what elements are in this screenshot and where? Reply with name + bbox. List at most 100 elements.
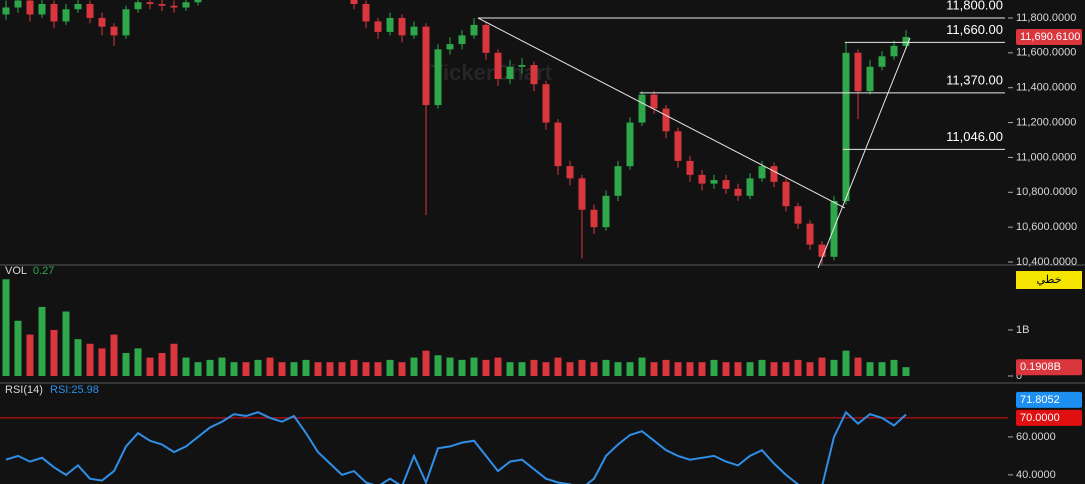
y-tick-label: 40.0000: [1016, 469, 1056, 481]
candle-body: [674, 131, 682, 161]
volume-bar: [338, 362, 346, 376]
badge-label: خطي: [1037, 274, 1062, 286]
y-tick-label: 60.0000: [1016, 431, 1056, 443]
candle-body: [530, 65, 538, 85]
candle-body: [638, 94, 646, 123]
volume-bar: [602, 359, 610, 376]
candle-body: [710, 180, 718, 184]
candle-body: [698, 174, 706, 184]
volume-bar: [194, 362, 202, 376]
volume-bar: [110, 334, 118, 376]
volume-bar: [50, 329, 58, 376]
volume-bar: [230, 362, 238, 376]
volume-bar: [470, 357, 478, 376]
candle-body: [734, 188, 742, 196]
candle-body: [878, 56, 886, 67]
level-label: 11,046.00: [946, 129, 1003, 144]
y-tick-label: 11,400.0000: [1016, 82, 1076, 94]
price-pane: TickerChart: [2, 0, 910, 265]
candle-body: [434, 49, 442, 106]
candle-body: [722, 180, 730, 189]
volume-bar: [422, 350, 430, 376]
candle-body: [758, 166, 766, 179]
volume-bar: [842, 350, 850, 376]
candle-body: [518, 65, 526, 67]
last-value-label: 0.1908B: [1020, 361, 1061, 373]
volume-bar: [446, 357, 454, 376]
volume-bar: [818, 357, 826, 376]
volume-bar: [326, 362, 334, 376]
y-tick-label: 10,400.0000: [1016, 256, 1077, 268]
volume-bar: [206, 359, 214, 376]
volume-bar: [686, 362, 694, 376]
volume-bar: [314, 362, 322, 376]
legend-value: 0.27: [33, 265, 54, 277]
volume-bar: [806, 362, 814, 376]
volume-bar: [890, 359, 898, 376]
last-value-box: [1016, 359, 1082, 376]
level-label: 11,660.00: [946, 22, 1003, 37]
candle-body: [374, 21, 382, 32]
volume-bar: [482, 359, 490, 376]
volume-bar: [86, 343, 94, 376]
volume-bar: [434, 355, 442, 376]
candle-body: [134, 2, 142, 10]
candle-body: [362, 4, 370, 22]
pane-title: VOL: [5, 265, 27, 277]
trend-line: [477, 17, 846, 209]
volume-bar: [182, 357, 190, 376]
volume-bar: [242, 362, 250, 376]
volume-bar: [74, 339, 82, 376]
volume-bar: [38, 306, 46, 376]
candle-body: [14, 0, 22, 8]
volume-bar: [566, 362, 574, 376]
reference-box: [1016, 409, 1082, 426]
volume-bar: [770, 362, 778, 376]
volume-bar: [722, 362, 730, 376]
candle-body: [98, 17, 106, 27]
candle-body: [50, 4, 58, 22]
candle-body: [2, 7, 10, 15]
candle-body: [578, 178, 586, 210]
volume-bar: [662, 359, 670, 376]
volume-bar: [410, 357, 418, 376]
volume-bar: [734, 362, 742, 376]
volume-bar: [578, 359, 586, 376]
candle-body: [458, 35, 466, 45]
last-value-label: 11,690.6100: [1020, 31, 1080, 43]
volume-bar: [302, 359, 310, 376]
candle-body: [86, 4, 94, 18]
volume-bar: [626, 362, 634, 376]
candle-body: [494, 52, 502, 79]
candle-body: [902, 37, 910, 46]
volume-bar: [266, 357, 274, 376]
y-tick-label: 11,800.0000: [1016, 12, 1076, 24]
volume-bar: [134, 348, 142, 376]
candle-body: [506, 66, 514, 79]
candle-body: [590, 209, 598, 228]
candle-body: [842, 52, 850, 202]
candle-body: [194, 0, 202, 3]
volume-bar: [506, 362, 514, 376]
reference-label: 70.0000: [1020, 412, 1060, 424]
candle-body: [146, 2, 154, 5]
volume-bar: [170, 343, 178, 376]
candle-body: [158, 4, 166, 6]
last-value-box: [1016, 391, 1082, 408]
volume-bar: [386, 359, 394, 376]
volume-bar: [26, 334, 34, 376]
candle-body: [866, 66, 874, 92]
volume-bar: [98, 348, 106, 376]
volume-bar: [146, 357, 154, 376]
volume-bar: [866, 362, 874, 376]
volume-pane: [2, 279, 910, 376]
candle-body: [662, 108, 670, 132]
volume-bar: [554, 357, 562, 376]
rsi-pane: [0, 410, 1008, 484]
candle-body: [542, 84, 550, 123]
volume-bar: [698, 362, 706, 376]
last-value-label: 71.8052: [1020, 394, 1060, 406]
badge-box: [1016, 271, 1082, 289]
candle-body: [782, 181, 790, 207]
